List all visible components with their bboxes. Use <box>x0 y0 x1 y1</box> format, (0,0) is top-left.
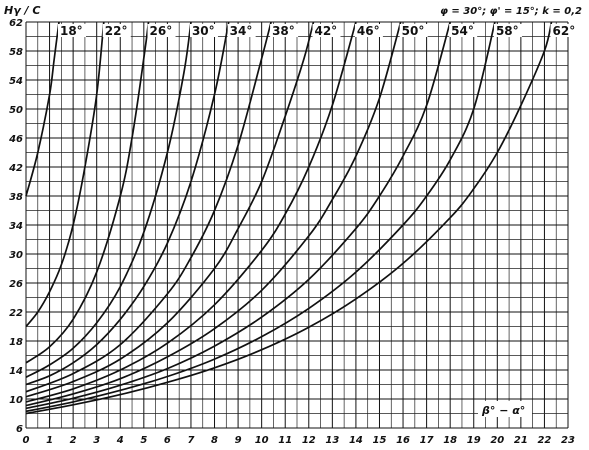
x-axis-label-backdrop <box>478 401 532 417</box>
series-label-backdrop <box>550 24 579 37</box>
x-tick-label: 6 <box>164 435 171 446</box>
series-label-backdrop <box>147 24 176 37</box>
x-tick-label: 3 <box>93 435 100 446</box>
series-label-backdrop <box>57 24 86 37</box>
series-label-backdrop <box>449 24 478 37</box>
x-tick-label: 2 <box>70 435 77 446</box>
y-tick-label: 34 <box>9 221 23 232</box>
x-tick-label: 14 <box>349 435 363 446</box>
series-label: 34° <box>230 24 253 38</box>
series-label-backdrop <box>102 24 131 37</box>
x-tick-label: 9 <box>235 435 242 446</box>
y-tick-label: 22 <box>9 308 23 319</box>
y-tick-label: 38 <box>9 192 23 203</box>
series-label: 54° <box>451 24 474 38</box>
x-tick-label: 17 <box>420 435 434 446</box>
x-tick-label: 23 <box>561 435 575 446</box>
x-tick-label: 4 <box>116 435 124 446</box>
series-label-backdrop <box>493 24 522 37</box>
x-tick-label: 22 <box>537 435 551 446</box>
series-label: 18° <box>60 24 83 38</box>
series-label: 22° <box>105 24 128 38</box>
series-label-backdrop <box>227 24 256 37</box>
series-label: 62° <box>553 24 576 38</box>
y-tick-label: 18 <box>9 337 23 348</box>
series-line-18deg <box>25 21 60 197</box>
x-tick-label: 12 <box>302 435 316 446</box>
y-tick-label: 10 <box>9 395 23 406</box>
series-label-backdrop <box>189 24 218 37</box>
y-tick-label: 6 <box>16 424 23 435</box>
y-tick-label: 62 <box>9 18 23 29</box>
labels: Hγ / C φ = 30°; φ' = 15°; k = 0,2 β° − α… <box>4 4 582 417</box>
x-tick-label: 15 <box>373 435 387 446</box>
series-label: 50° <box>402 24 425 38</box>
y-tick-label: 26 <box>9 279 23 290</box>
series-label-backdrop <box>270 24 299 37</box>
x-tick-label: 1 <box>46 435 53 446</box>
x-tick-label: 20 <box>490 435 504 446</box>
series-line-30deg <box>25 21 192 379</box>
parameters-label: φ = 30°; φ' = 15°; k = 0,2 <box>440 6 582 17</box>
series-line-22deg <box>25 21 105 328</box>
x-tick-label: 7 <box>187 435 194 446</box>
y-tick-label: 54 <box>9 76 23 87</box>
x-tick-label: 0 <box>23 435 30 446</box>
series-label: 26° <box>150 24 173 38</box>
ticks: 0 1 2 3 4 5 6 7 8 9 10 11 12 13 14 15 16 17 18 19 20 21 22 2361… <box>8 18 575 446</box>
series-label: 46° <box>357 24 380 38</box>
series-label: 58° <box>496 24 519 38</box>
x-tick-label: 11 <box>278 435 292 446</box>
x-axis-label: β° − α° <box>481 404 525 417</box>
y-tick-label: 14 <box>9 366 23 377</box>
curves <box>25 21 553 415</box>
series-line-54deg <box>25 21 452 410</box>
series-label: 42° <box>314 24 337 38</box>
x-tick-label: 19 <box>467 435 481 446</box>
x-tick-label: 21 <box>514 435 528 446</box>
y-tick-label: 30 <box>9 250 23 261</box>
y-tick-label: 42 <box>8 163 23 174</box>
series-label-backdrop <box>399 24 428 37</box>
x-tick-label: 16 <box>396 435 410 446</box>
x-tick-label: 13 <box>325 435 339 446</box>
x-tick-label: 10 <box>255 435 269 446</box>
series-label: 38° <box>272 24 295 38</box>
series-line-42deg <box>25 21 315 398</box>
y-tick-label: 46 <box>8 134 23 145</box>
series-line-58deg <box>25 21 496 413</box>
y-axis-label: Hγ / C <box>4 4 40 17</box>
series-line-62deg <box>25 21 553 415</box>
y-tick-label: 50 <box>9 105 23 116</box>
x-tick-label: 5 <box>140 435 147 446</box>
series-line-38deg <box>25 21 272 393</box>
series-label: 30° <box>192 24 215 38</box>
series-label-backdrop <box>312 24 341 37</box>
y-tick-label: 58 <box>9 47 23 58</box>
x-tick-label: 8 <box>211 435 218 446</box>
series-label-backdrop <box>354 24 383 37</box>
series-line-26deg <box>25 21 150 364</box>
series-line-46deg <box>25 21 357 403</box>
x-tick-label: 18 <box>443 435 457 446</box>
series-line-34deg <box>25 21 230 386</box>
series-line-50deg <box>25 21 402 407</box>
